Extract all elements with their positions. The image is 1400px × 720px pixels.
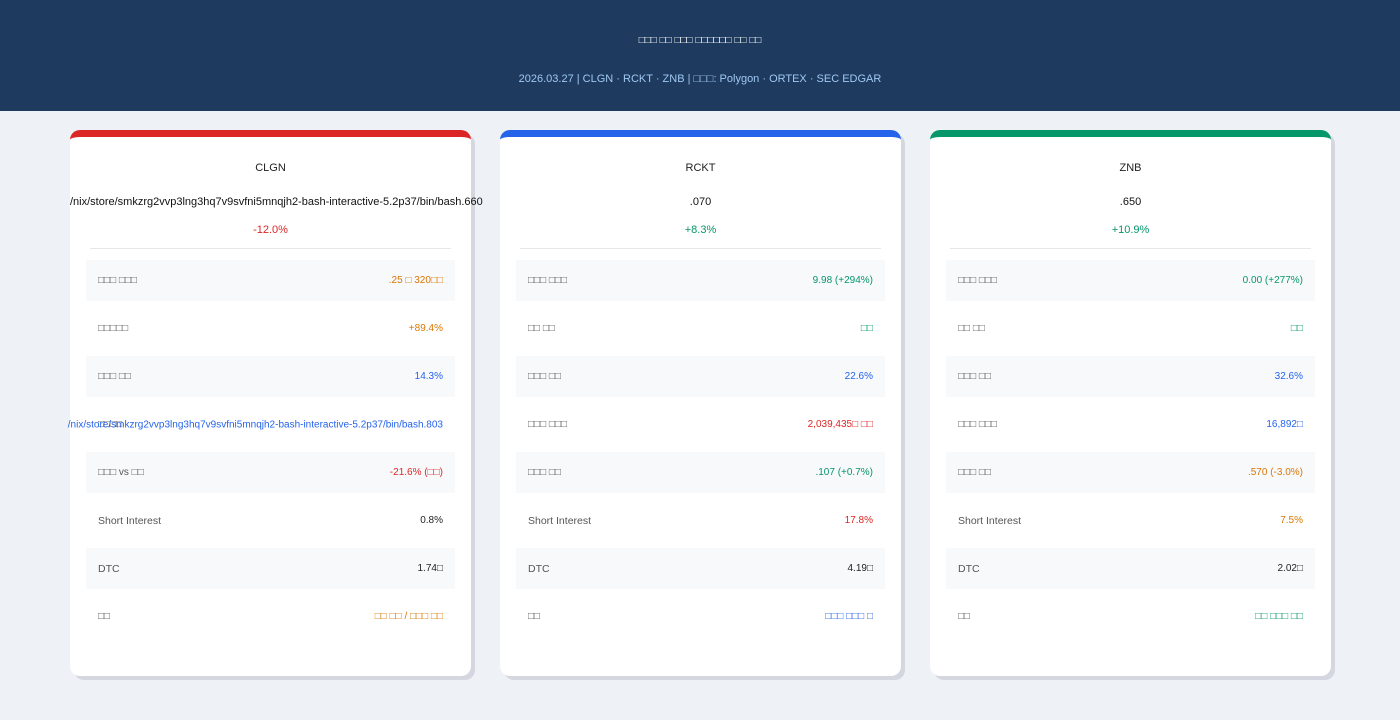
metric-row: □□□□□ +89.4% <box>86 308 455 349</box>
stock-card-rckt: RCKT .070 +8.3% □□□ □□□ 9.98 (+294%) □□ … <box>500 130 901 676</box>
metric-row: □□ □□ □□□ □□ <box>946 596 1315 637</box>
metric-value: .25 □ 320□□ <box>388 275 443 286</box>
metric-value: 2,039,435□ □□ <box>807 419 873 430</box>
change-value: +8.3% <box>684 224 717 236</box>
metric-label: □□□ □□□ <box>528 275 568 286</box>
metric-value: 0.8% <box>420 515 443 526</box>
metric-row: □□□ □□ .570 (-3.0%) <box>946 452 1315 493</box>
metric-row: □□□□ /nix/store/smkzrg2vvp3lng3hq7v9svfn… <box>68 404 455 445</box>
page-subtitle: 2026.03.27 | CLGN · RCKT · ZNB | □□□: Po… <box>518 73 882 85</box>
metric-label: Short Interest <box>958 514 1022 527</box>
metric-value: 16,892□ <box>1266 419 1303 430</box>
metric-value: □□ <box>1290 323 1303 334</box>
ticker-label: ZNB <box>1119 162 1142 174</box>
metric-row: □□ □□ □□ <box>946 308 1315 349</box>
metric-row: □□□ □□□ 0.00 (+277%) <box>946 260 1315 301</box>
metric-row: Short Interest 0.8% <box>86 500 455 541</box>
metric-value: 0.00 (+277%) <box>1242 275 1303 286</box>
metric-label: □□□ □□□ <box>958 419 998 430</box>
ticker-label: CLGN <box>255 162 286 174</box>
metric-label: Short Interest <box>528 514 592 527</box>
metric-label: □□ <box>958 611 971 622</box>
metric-label: Short Interest <box>98 514 162 527</box>
metric-value: /nix/store/smkzrg2vvp3lng3hq7v9svfni5mnq… <box>67 419 443 430</box>
metric-value: 4.19□ <box>847 563 873 574</box>
metric-label: □□□ □□□ <box>958 275 998 286</box>
page-title: □□□ □□ □□□ □□□□□□ □□ □□ <box>638 35 762 46</box>
metric-row: □□□ □□ 22.6% <box>516 356 885 397</box>
metric-row: □□ □□□ □□□ □ <box>516 596 885 637</box>
metric-row: Short Interest 17.8% <box>516 500 885 541</box>
metric-value: 7.5% <box>1280 515 1303 526</box>
divider <box>950 248 1311 249</box>
metric-row: Short Interest 7.5% <box>946 500 1315 541</box>
change-value: +10.9% <box>1111 224 1150 236</box>
ticker-label: RCKT <box>685 162 716 174</box>
metric-label: □□□ □□ <box>958 371 991 382</box>
metric-label: □□□□ <box>98 419 123 430</box>
metric-value: 17.8% <box>844 515 873 526</box>
metrics-list: □□□ □□□ 0.00 (+277%) □□ □□ □□ □□□ □□ 32.… <box>946 260 1315 644</box>
metric-label: □□□ □□□ <box>528 419 568 430</box>
metric-value: .107 (+0.7%) <box>815 467 873 478</box>
metric-value: 1.74□ <box>417 563 443 574</box>
metric-value: 14.3% <box>414 371 443 382</box>
metric-value: □□□ □□□ □ <box>825 611 873 622</box>
metric-value: -21.6% (□□) <box>389 467 443 478</box>
metric-label: □□□□□ <box>98 323 129 334</box>
price-value: .650 <box>1119 196 1142 208</box>
metric-label: □□ <box>98 611 111 622</box>
metric-value: 22.6% <box>844 371 873 382</box>
metric-label: □□□ vs □□ <box>98 467 144 478</box>
metric-row: □□ □□ □□ <box>516 308 885 349</box>
metric-value: 32.6% <box>1274 371 1303 382</box>
metric-label: □□□ □□□ <box>98 275 138 286</box>
metric-label: □□□ □□ <box>958 467 991 478</box>
metric-row: □□□ □□□ 16,892□ <box>946 404 1315 445</box>
metric-value: □□ □□ / □□□ □□ <box>374 611 443 622</box>
metric-value: .570 (-3.0%) <box>1247 467 1303 478</box>
metric-label: DTC <box>958 562 980 575</box>
metric-row: □□ □□ □□ / □□□ □□ <box>86 596 455 637</box>
metric-label: □□□ □□ <box>528 371 561 382</box>
price-value: /nix/store/smkzrg2vvp3lng3hq7v9svfni5mnq… <box>70 196 483 208</box>
metric-label: □□ <box>528 611 541 622</box>
metric-label: □□□ □□ <box>98 371 131 382</box>
divider <box>520 248 881 249</box>
page-header: □□□ □□ □□□ □□□□□□ □□ □□ 2026.03.27 | CLG… <box>0 0 1400 111</box>
metric-row: DTC 2.02□ <box>946 548 1315 589</box>
metric-row: □□□ □□ .107 (+0.7%) <box>516 452 885 493</box>
metrics-list: □□□ □□□ .25 □ 320□□ □□□□□ +89.4% □□□ □□ … <box>68 260 455 644</box>
metric-label: □□ □□ <box>958 323 985 334</box>
metric-row: □□□ vs □□ -21.6% (□□) <box>86 452 455 493</box>
metric-row: □□□ □□□ 2,039,435□ □□ <box>516 404 885 445</box>
metric-row: □□□ □□ 32.6% <box>946 356 1315 397</box>
stock-card-clgn: CLGN /nix/store/smkzrg2vvp3lng3hq7v9svfn… <box>68 130 483 676</box>
change-value: -12.0% <box>253 224 288 236</box>
metric-label: □□ □□ <box>528 323 555 334</box>
metric-label: DTC <box>98 562 120 575</box>
divider <box>90 248 451 249</box>
metric-label: □□□ □□ <box>528 467 561 478</box>
metric-value: □□ □□□ □□ <box>1255 611 1303 622</box>
metric-value: □□ <box>860 323 873 334</box>
metrics-list: □□□ □□□ 9.98 (+294%) □□ □□ □□ □□□ □□ 22.… <box>516 260 885 644</box>
metric-row: DTC 4.19□ <box>516 548 885 589</box>
metric-value: 2.02□ <box>1277 563 1303 574</box>
stock-card-znb: ZNB .650 +10.9% □□□ □□□ 0.00 (+277%) □□ … <box>930 130 1331 676</box>
metric-row: □□□ □□ 14.3% <box>86 356 455 397</box>
metric-row: □□□ □□□ 9.98 (+294%) <box>516 260 885 301</box>
metric-row: □□□ □□□ .25 □ 320□□ <box>86 260 455 301</box>
metric-value: 9.98 (+294%) <box>812 275 873 286</box>
price-value: .070 <box>689 196 712 208</box>
metric-value: +89.4% <box>408 323 443 334</box>
metric-label: DTC <box>528 562 550 575</box>
metric-row: DTC 1.74□ <box>86 548 455 589</box>
